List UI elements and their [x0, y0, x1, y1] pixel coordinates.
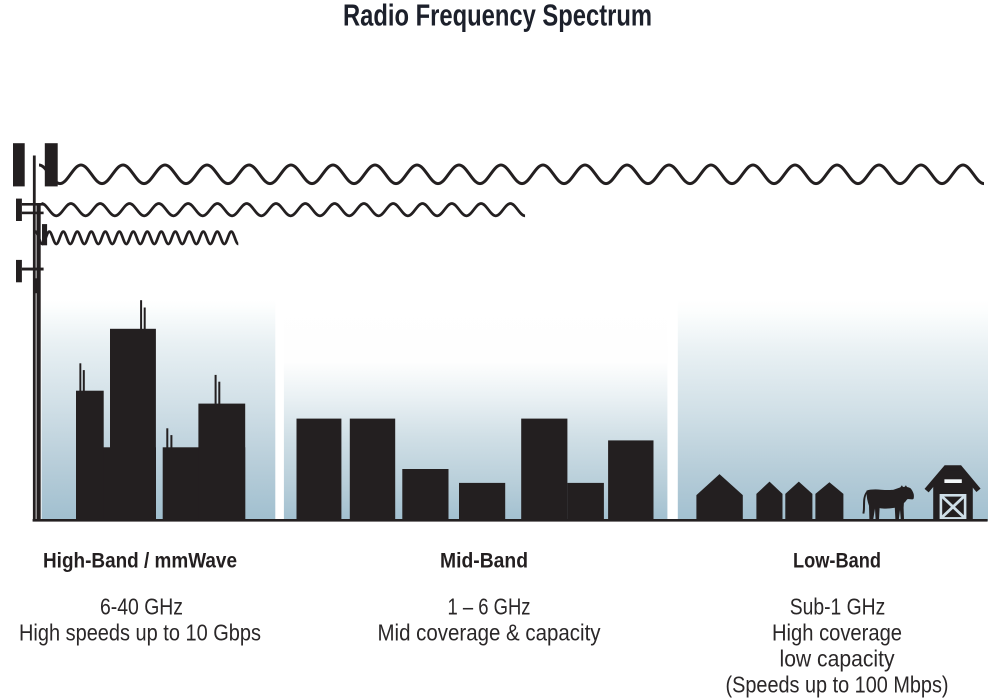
svg-text:High speeds up to 10 Gbps: High speeds up to 10 Gbps: [19, 620, 261, 646]
svg-text:6-40 GHz: 6-40 GHz: [100, 594, 183, 620]
svg-text:Low-Band: Low-Band: [793, 550, 881, 573]
svg-text:1 – 6 GHz: 1 – 6 GHz: [448, 594, 531, 620]
svg-text:(Speeds up to 100 Mbps): (Speeds up to 100 Mbps): [726, 672, 949, 698]
svg-text:Mid coverage & capacity: Mid coverage & capacity: [378, 620, 601, 646]
svg-text:low capacity: low capacity: [780, 646, 895, 672]
svg-text:Radio Frequency Spectrum: Radio Frequency Spectrum: [343, 0, 652, 33]
svg-text:High coverage: High coverage: [772, 620, 902, 646]
svg-text:Sub-1 GHz: Sub-1 GHz: [790, 594, 886, 620]
svg-text:High-Band / mmWave: High-Band / mmWave: [43, 550, 237, 573]
svg-text:Mid-Band: Mid-Band: [440, 550, 528, 573]
